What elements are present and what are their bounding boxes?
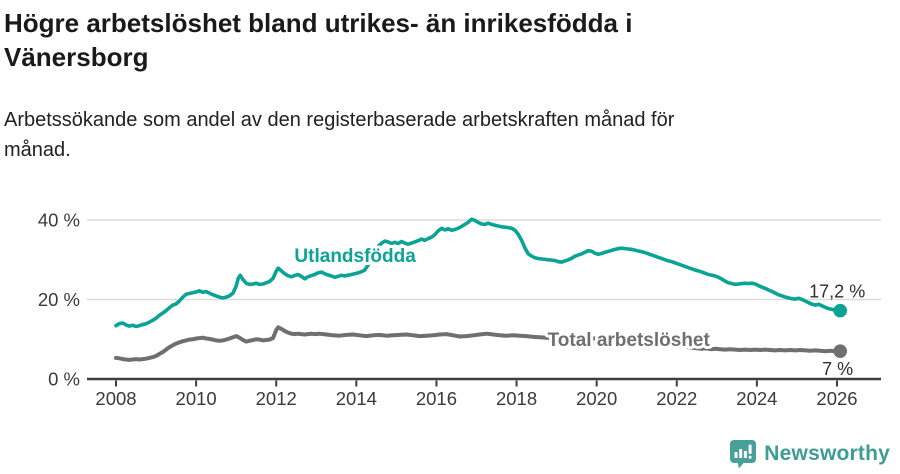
chart-header: Högre arbetslöshet bland utrikes- än inr… [4,6,890,165]
y-tick-label-20: 20 % [38,289,80,310]
end-value-label-utlandsfodda: 17,2 % [809,282,865,302]
y-tick-label-0: 0 % [48,369,80,390]
series-line-utlandsfodda [114,217,843,329]
end-dot-utlandsfodda [833,303,848,318]
x-tick-label-2008: 2008 [95,388,136,409]
x-tick-label-2012: 2012 [256,388,297,409]
y-tick-label-40: 40 % [38,210,80,231]
x-tick-label-2014: 2014 [336,388,377,409]
x-tick-label-2026: 2026 [816,388,857,409]
page-title: Högre arbetslöshet bland utrikes- än inr… [4,8,633,73]
series-label-utlandsfodda: Utlandsfödda [294,246,416,267]
series-line-total [114,325,843,362]
x-tick-label-2024: 2024 [736,388,777,409]
newsworthy-logo[interactable]: Newsworthy [729,439,890,469]
x-tick-label-2022: 2022 [656,388,697,409]
x-tick-label-2018: 2018 [496,388,537,409]
x-tick-label-2020: 2020 [576,388,617,409]
newsworthy-bubble-chart-icon [730,440,757,469]
end-dot-total [833,344,848,358]
chart-subtitle: Arbetssökande som andel av den registerb… [4,108,675,161]
end-value-label-total: 7 % [822,359,853,379]
newsworthy-wordmark: Newsworthy [764,442,890,465]
x-tick-label-2010: 2010 [176,388,217,409]
line-chart: 2008 2010 2012 2014 2016 2018 2020 2022 2024 2026… [0,186,900,426]
chart-canvas: 2008 2010 2012 2014 2016 2018 2020 2022 2024 2026… [38,210,881,409]
series-label-total: Total arbetslöshet [548,330,711,351]
x-tick-label-2016: 2016 [416,388,457,409]
